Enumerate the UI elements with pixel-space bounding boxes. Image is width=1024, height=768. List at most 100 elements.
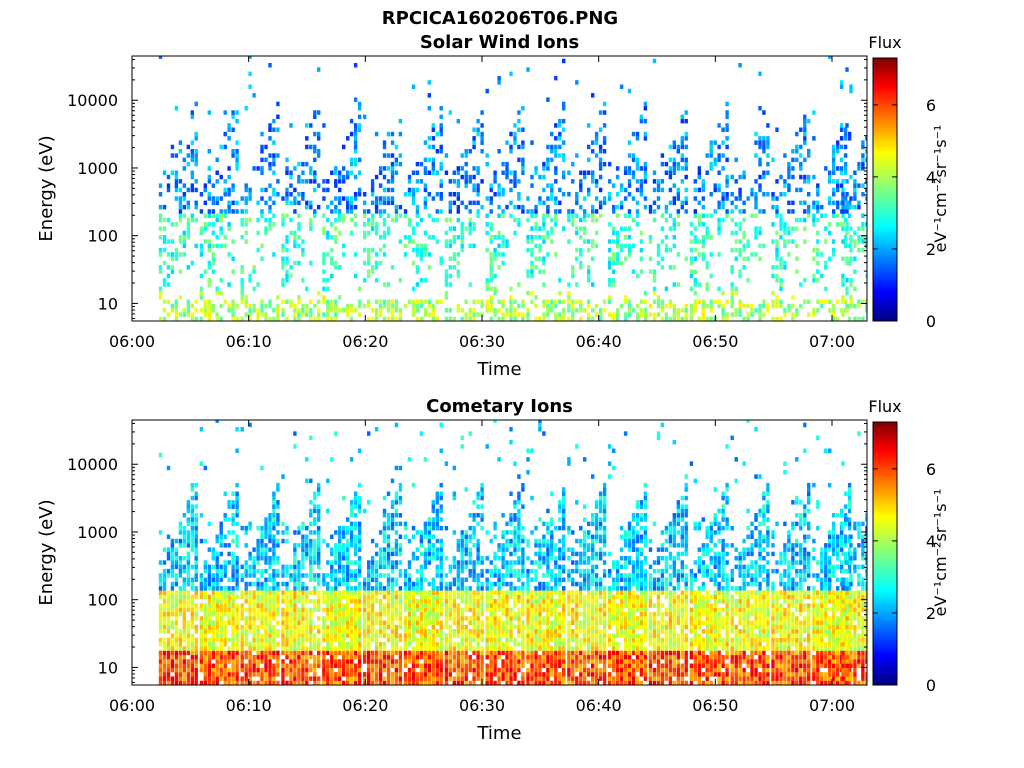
flux-cell bbox=[415, 676, 420, 681]
flux-cell bbox=[276, 594, 280, 600]
flux-cell bbox=[252, 607, 256, 613]
flux-cell bbox=[521, 303, 525, 309]
flux-cell bbox=[631, 196, 636, 201]
flux-cell bbox=[166, 637, 171, 643]
flux-cell bbox=[656, 260, 661, 266]
flux-cell bbox=[390, 676, 395, 681]
flux-cell bbox=[158, 235, 163, 240]
flux-cell bbox=[309, 629, 313, 634]
flux-cell bbox=[448, 624, 452, 630]
flux-cell bbox=[370, 663, 375, 668]
flux-cell bbox=[272, 127, 276, 132]
flux-cell bbox=[178, 603, 183, 608]
flux-cell bbox=[207, 564, 211, 570]
flux-cell bbox=[264, 521, 268, 527]
flux-cell bbox=[738, 192, 742, 197]
flux-cell bbox=[598, 174, 603, 180]
flux-cell bbox=[652, 58, 657, 64]
flux-cell bbox=[648, 256, 653, 261]
flux-cell bbox=[367, 269, 371, 274]
flux-cell bbox=[394, 676, 399, 681]
flux-cell bbox=[554, 144, 558, 150]
flux-cell bbox=[435, 491, 439, 496]
flux-cell bbox=[285, 663, 289, 668]
flux-cell bbox=[394, 513, 399, 518]
flux-cell bbox=[334, 616, 338, 621]
flux-cell bbox=[317, 110, 321, 115]
flux-cell bbox=[608, 247, 612, 253]
flux-cell bbox=[285, 642, 289, 647]
flux-cell bbox=[268, 226, 272, 231]
flux-cell bbox=[419, 564, 424, 570]
flux-cell bbox=[824, 213, 828, 218]
flux-cell bbox=[334, 312, 338, 317]
flux-cell bbox=[485, 161, 489, 167]
flux-cell bbox=[403, 676, 408, 681]
flux-cell bbox=[244, 607, 248, 613]
flux-cell bbox=[252, 303, 256, 309]
flux-cell bbox=[631, 174, 636, 180]
flux-cell bbox=[317, 530, 321, 535]
flux-cell bbox=[158, 676, 163, 681]
flux-cell bbox=[215, 420, 219, 423]
flux-cell bbox=[264, 534, 268, 539]
flux-cell bbox=[472, 136, 476, 141]
flux-cell bbox=[824, 299, 828, 304]
flux-cell bbox=[272, 153, 276, 158]
flux-cell bbox=[322, 260, 326, 266]
flux-cell bbox=[738, 222, 742, 227]
flux-cell bbox=[178, 200, 183, 206]
flux-cell bbox=[816, 308, 820, 313]
flux-cell bbox=[223, 599, 227, 604]
flux-cell bbox=[244, 676, 248, 681]
flux-cell bbox=[472, 183, 476, 188]
flux-cell bbox=[828, 308, 832, 313]
flux-cell bbox=[293, 616, 297, 621]
flux-cell bbox=[338, 568, 342, 574]
flux-cell bbox=[342, 620, 346, 625]
flux-cell bbox=[248, 581, 252, 587]
flux-cell bbox=[721, 140, 725, 145]
flux-cell bbox=[240, 295, 244, 300]
flux-cell bbox=[276, 127, 280, 132]
flux-cell bbox=[334, 308, 338, 313]
flux-cell bbox=[374, 560, 379, 565]
flux-cell bbox=[162, 308, 167, 313]
flux-cell bbox=[190, 260, 194, 266]
flux-cell bbox=[215, 243, 219, 249]
flux-cell bbox=[526, 209, 530, 214]
flux-cell bbox=[841, 213, 845, 218]
flux-cell bbox=[423, 654, 428, 660]
flux-cell bbox=[194, 179, 198, 184]
flux-cell bbox=[186, 650, 190, 656]
flux-cell bbox=[754, 226, 758, 231]
flux-cell bbox=[374, 659, 379, 664]
flux-cell bbox=[297, 611, 301, 617]
flux-cell bbox=[857, 166, 861, 171]
flux-cell bbox=[353, 650, 358, 656]
flux-cell bbox=[843, 235, 848, 240]
flux-cell bbox=[738, 252, 742, 257]
flux-cell bbox=[293, 200, 297, 206]
flux-cell bbox=[571, 179, 575, 184]
flux-cell bbox=[448, 568, 452, 574]
flux-cell bbox=[861, 247, 865, 253]
flux-cell bbox=[227, 209, 231, 214]
flux-cell bbox=[579, 316, 583, 321]
flux-cell bbox=[558, 316, 562, 321]
flux-cell bbox=[227, 252, 231, 257]
flux-cell bbox=[664, 235, 669, 240]
flux-cell bbox=[219, 603, 223, 608]
flux-cell bbox=[652, 170, 657, 175]
flux-cell bbox=[845, 278, 849, 283]
flux-cell bbox=[313, 551, 317, 557]
flux-cell bbox=[403, 642, 408, 647]
flux-cell bbox=[240, 196, 244, 201]
flux-cell bbox=[272, 680, 276, 685]
flux-cell bbox=[656, 252, 661, 257]
flux-cell bbox=[256, 316, 260, 321]
flux-cell bbox=[612, 230, 616, 236]
flux-cell bbox=[219, 633, 223, 638]
flux-cell bbox=[305, 616, 309, 621]
flux-cell bbox=[730, 217, 734, 223]
